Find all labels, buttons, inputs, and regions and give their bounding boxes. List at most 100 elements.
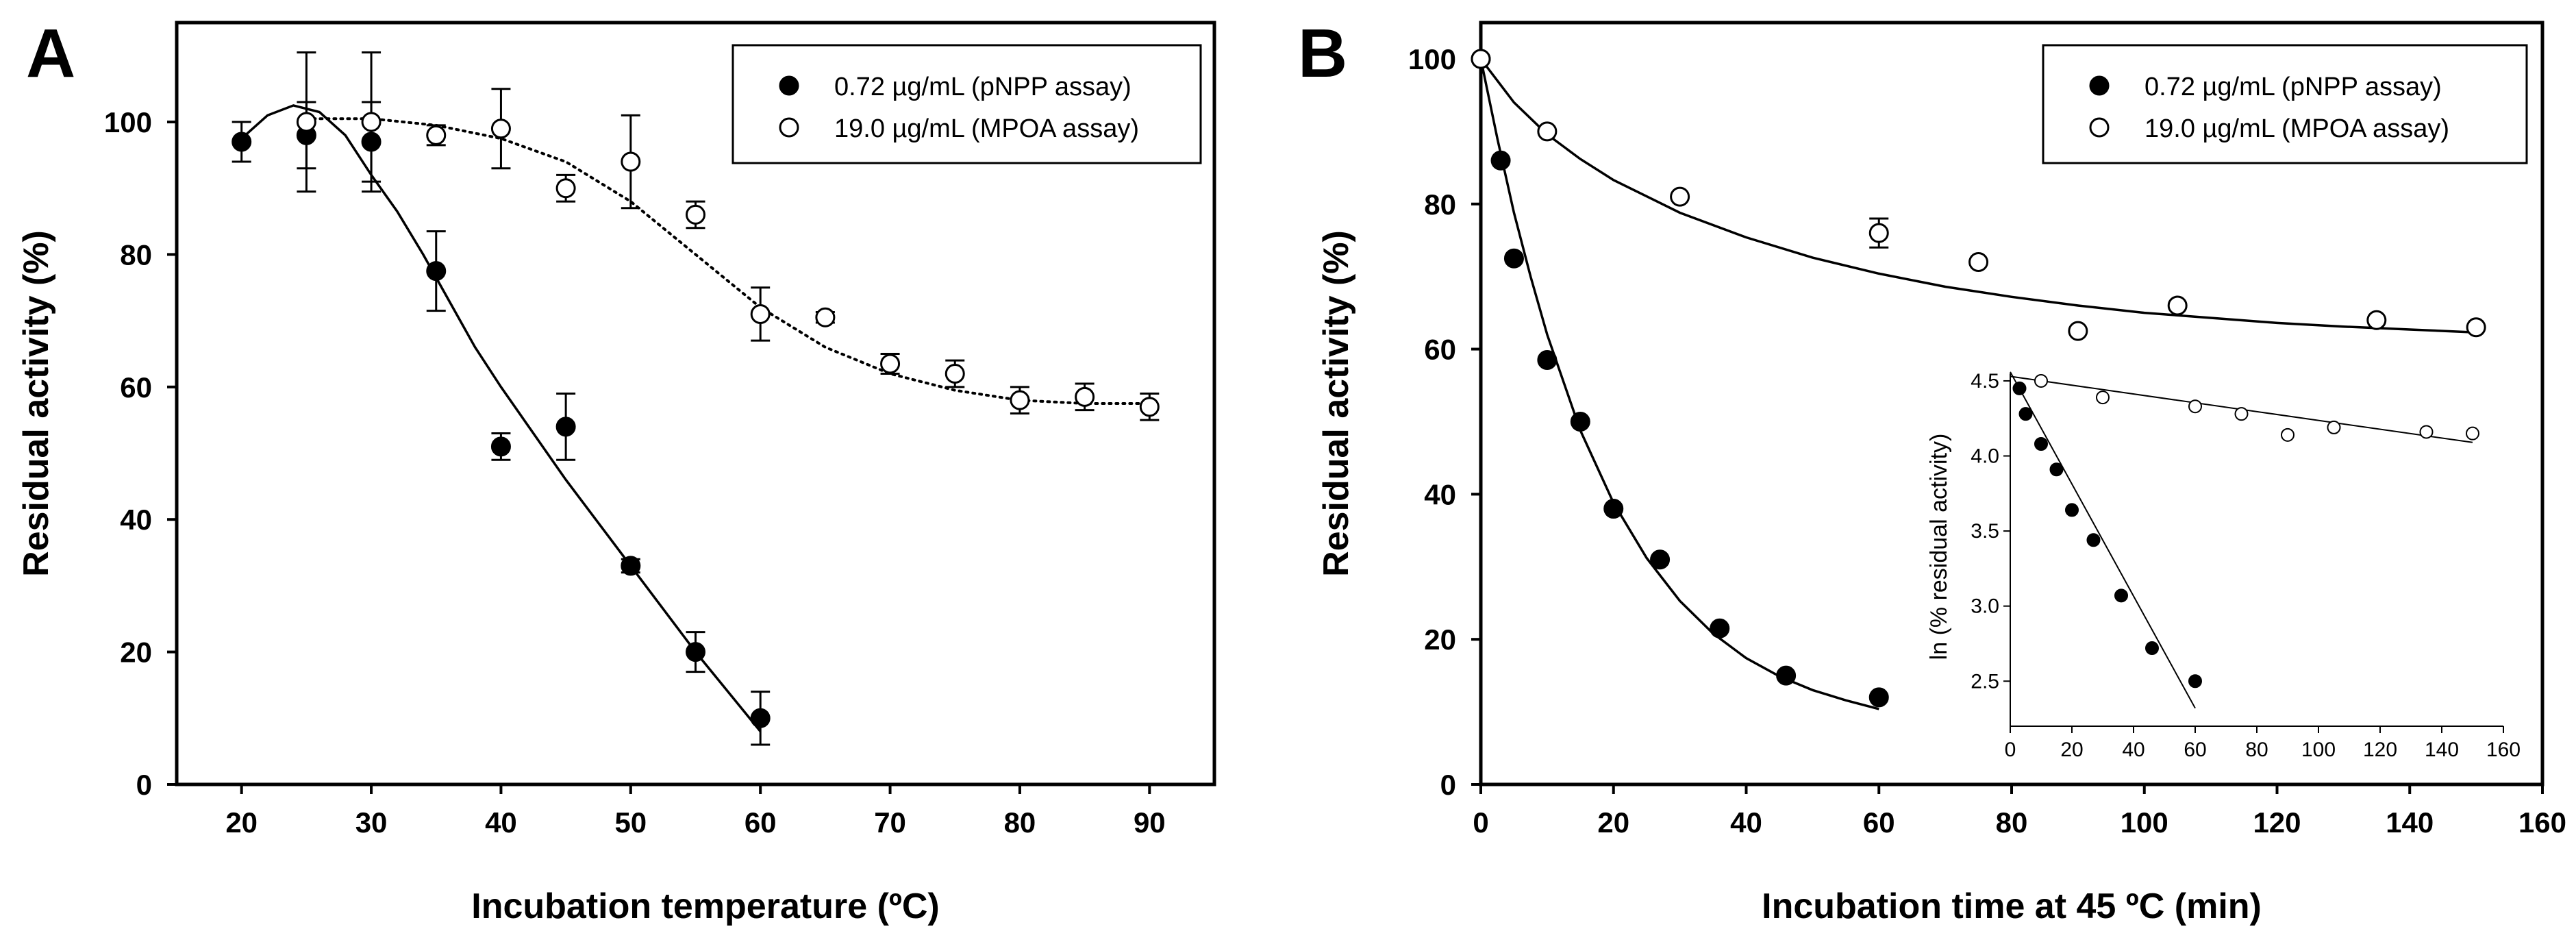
panel-b-legend-marker-open [2089,117,2110,138]
panel-b-fit-lines [1479,58,2477,710]
panel-a-y-tick-label: 100 [104,106,152,138]
inset-x-tick-label: 80 [2245,739,2268,761]
panel-b-legend-label-pnpp: 0.72 µg/mL (pNPP assay) [2144,73,2442,101]
panel-a-point-mpoa [361,112,382,132]
panel-a-point-mpoa [426,125,447,145]
panel-b-y-axis-title: Residual activity (%) [1316,230,1356,577]
inset-point-pnpp [2065,503,2079,517]
panel-a-x-tick-label: 90 [1134,806,1166,839]
inset-x-tick-label: 0 [2005,739,2016,761]
inset-x-tick-label: 120 [2363,739,2397,761]
panel-b-y-tick-label: 20 [1424,623,1456,656]
panel-a-x-tick-label: 20 [225,806,258,839]
panel-a-y-tick-label: 80 [120,238,152,271]
panel-a-y-tick-label: 40 [120,504,152,536]
panel-a-point-mpoa [1075,386,1095,407]
panel-b-x-tick-label: 40 [1730,806,1762,839]
panel-a-point-pnpp [426,261,447,282]
panel-a-legend-label-mpoa: 19.0 µg/mL (MPOA assay) [834,114,1139,143]
inset-y-tick-label: 4.5 [1971,370,1999,393]
inset-point-mpoa [2419,425,2434,439]
panel-a-x-tick-label: 60 [745,806,777,839]
panel-a-point-mpoa [815,307,836,327]
panel-a-point-mpoa [1139,397,1160,417]
inset-point-pnpp [2012,381,2027,395]
panel-b-legend: 0.72 µg/mL (pNPP assay) 19.0 µg/mL (MPOA… [2042,44,2528,164]
panel-a-point-mpoa [686,204,705,225]
inset-point-mpoa [2466,426,2479,441]
panel-b-point-mpoa [2466,317,2486,338]
inset-fit-lines [2010,371,2473,709]
panel-b-point-pnpp [1868,687,1889,708]
panel-b-point-pnpp [1537,349,1558,370]
panel-a-point-pnpp [490,436,511,457]
panel-b-point-pnpp [1603,499,1624,519]
panel-b-point-mpoa [1471,49,1491,69]
panel-a-x-tick-label: 50 [614,806,647,839]
panel-a-point-mpoa [621,151,641,172]
inset-point-mpoa [2281,427,2294,442]
panel-b-point-mpoa [2366,310,2387,330]
panel-b-legend-label-mpoa: 19.0 µg/mL (MPOA assay) [2144,114,2449,143]
inset-point-pnpp [2114,588,2128,603]
inset-data-marks [2012,373,2479,689]
panel-b-point-mpoa [2167,295,2188,316]
panel-b-point-mpoa [1670,186,1690,207]
panel-a-letter: A [26,15,75,92]
panel-a-legend: 0.72 µg/mL (pNPP assay) 19.0 µg/mL (MPOA… [731,44,1202,164]
panel-a-x-tick-label: 70 [874,806,906,839]
panel-a-point-mpoa [490,119,511,139]
panel-a: A 20 30 40 50 60 70 80 90 0 20 40 60 80 100 Incubatio… [16,15,1216,926]
panel-a-point-pnpp [555,417,576,437]
panel-b-legend-box [2042,44,2528,164]
inset-x-tick-label: 60 [2184,739,2206,761]
panel-a-plot-frame [175,21,1216,786]
panel-a-data-marks [232,51,1160,746]
panel-b-point-pnpp [1710,618,1730,639]
inset-y-tick-label: 2.5 [1971,670,1999,693]
panel-a-legend-marker-open [779,117,799,138]
panel-b-x-tick-label: 140 [2386,806,2434,839]
panel-b-point-mpoa [1968,251,1989,272]
inset-point-pnpp [2188,674,2202,689]
panel-a-point-pnpp [750,708,771,728]
inset-point-mpoa [2034,373,2048,388]
panel-b-y-tick-label: 60 [1424,334,1456,366]
inset-fit-line-pnpp [2010,371,2196,709]
inset-x-tick-label: 140 [2425,739,2459,761]
panel-a-y-axis-title: Residual activity (%) [16,230,56,577]
panel-b-x-tick-label: 160 [2518,806,2566,839]
panel-b-fit-line-pnpp [1479,58,1879,710]
panel-b-point-pnpp [1776,665,1797,686]
panel-a-x-tick-label: 30 [355,806,388,839]
panel-a-axes: 20 30 40 50 60 70 80 90 0 20 40 60 80 100 [104,106,1166,839]
inset-point-pnpp [2145,641,2159,656]
inset-axes: 0 20 40 60 80 100 120 140 160 2.5 3.0 3.5 4.0 4.5 [1971,370,2521,761]
panel-b-data-marks [1471,49,2486,708]
panel-b: B 0 20 40 60 80 100 120 140 160 0 20 40 60 80 100 Incu… [1298,15,2566,926]
panel-a-legend-label-pnpp: 0.72 µg/mL (pNPP assay) [834,73,1131,101]
panel-b-point-mpoa [2068,321,2088,341]
panel-b-y-tick-label: 0 [1440,769,1456,801]
inset-y-axis-title: ln (% residual activity) [1926,434,1952,660]
panel-a-x-tick-label: 80 [1004,806,1036,839]
inset-x-tick-label: 160 [2486,739,2521,761]
inset-point-pnpp [2018,407,2033,421]
panel-a-y-tick-label: 0 [136,769,152,801]
panel-b-y-tick-label: 100 [1408,43,1456,75]
inset-point-mpoa [2327,420,2341,434]
inset-x-tick-label: 40 [2122,739,2144,761]
panel-b-x-tick-label: 60 [1863,806,1895,839]
panel-a-point-pnpp [232,132,252,152]
inset-point-mpoa [2234,407,2249,421]
inset-point-pnpp [2086,533,2101,547]
inset-point-mpoa [2188,399,2202,414]
panel-a-x-axis-title: Incubation temperature (ºC) [471,887,940,926]
inset-point-mpoa [2096,391,2110,405]
panel-b-y-tick-label: 80 [1424,188,1456,221]
panel-b-y-tick-label: 40 [1424,478,1456,510]
panel-a-point-mpoa [555,178,576,199]
panel-a-fit-line-mpoa [305,117,1151,405]
panel-a-point-mpoa [750,303,771,324]
